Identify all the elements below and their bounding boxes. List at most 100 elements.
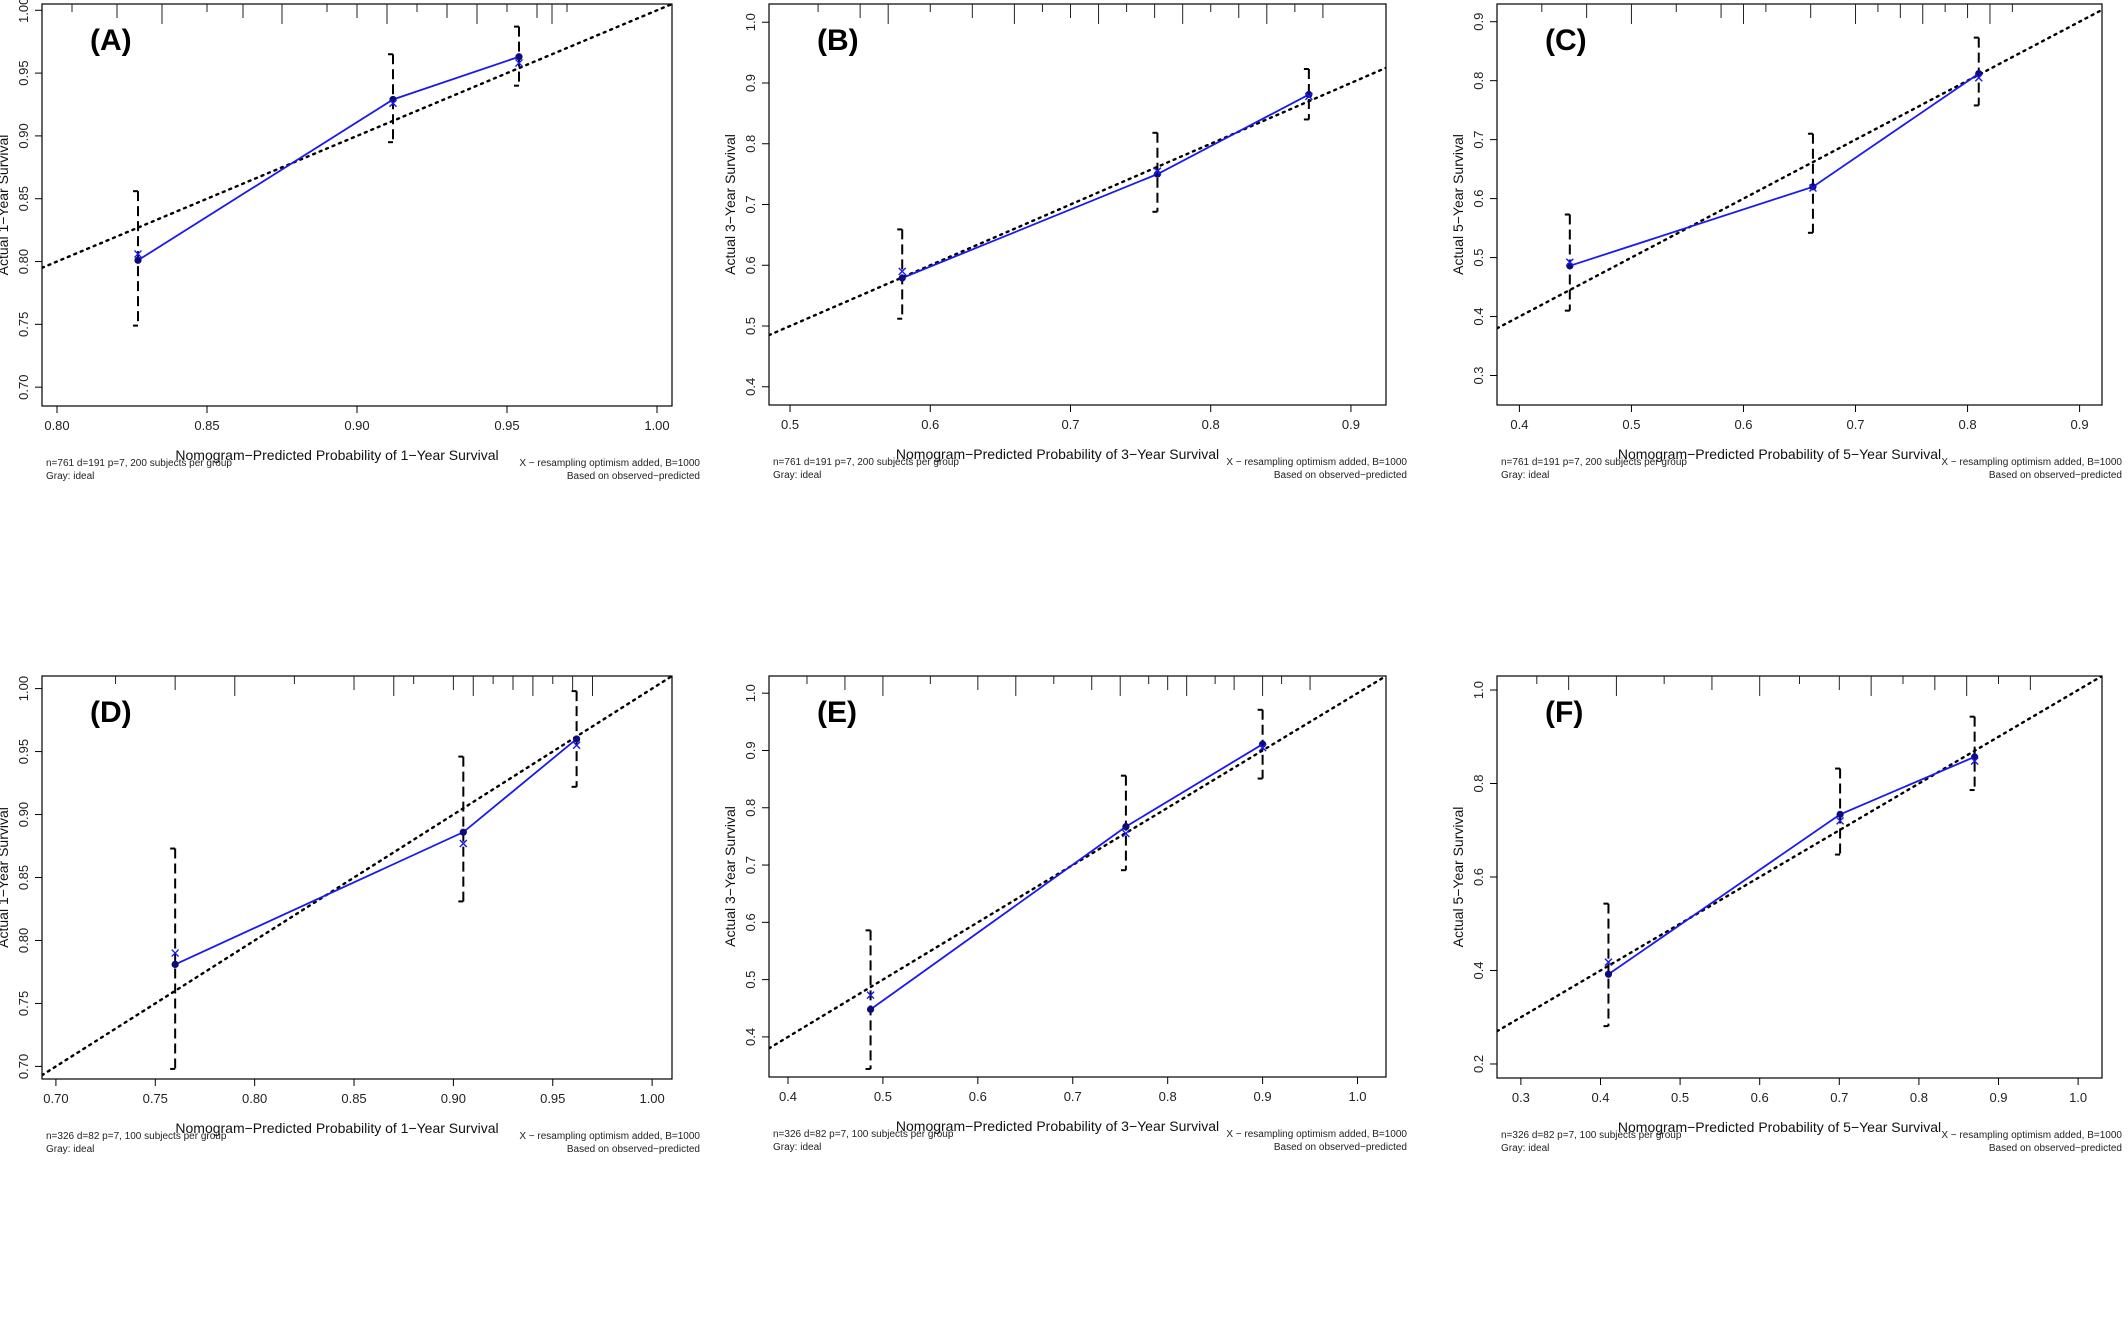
- y-tick-label: 0.70: [16, 1054, 31, 1079]
- y-tick-label: 0.3: [1471, 366, 1486, 384]
- footnote-left: Gray: ideal: [1501, 470, 1549, 481]
- bias-corrected-marker: [1836, 816, 1845, 825]
- panel-label: (C): [1545, 24, 1587, 57]
- bias-corrected-marker: [1808, 183, 1817, 192]
- x-tick-label: 0.5: [1622, 417, 1640, 432]
- x-tick-label: 0.9: [2071, 417, 2089, 432]
- y-tick-label: 0.6: [1471, 190, 1486, 208]
- y-axis-title: Actual 3−Year Survival: [722, 134, 738, 275]
- x-tick-label: 0.8: [1910, 1090, 1928, 1105]
- x-axis-title: Nomogram−Predicted Probability of 5−Year…: [1618, 446, 1941, 462]
- x-tick-label: 0.7: [1064, 1089, 1082, 1104]
- ideal-line: [1497, 8, 2102, 330]
- y-tick-label: 0.75: [16, 991, 31, 1016]
- ideal-line: [769, 676, 1386, 1050]
- y-tick-label: 0.90: [16, 802, 31, 827]
- bias-corrected-marker: [572, 741, 581, 750]
- x-tick-label: 0.4: [1591, 1090, 1609, 1105]
- calibration-panel-a: 0.80 0.85 0.90 0.95 1.00 0.70 0.75 0.80 0.85 0.90…: [0, 0, 706, 670]
- bias-corrected-marker: [171, 949, 180, 958]
- panel-label: (A): [90, 24, 132, 57]
- plot-frame: [768, 675, 1387, 1078]
- observed-point: [898, 274, 906, 282]
- y-tick-label: 0.5: [743, 971, 758, 989]
- bias-corrected-marker: [1258, 743, 1267, 752]
- y-tick-label: 0.8: [1471, 774, 1486, 792]
- x-tick-label: 0.5: [781, 417, 799, 432]
- footnote-right: X − resampling optimism added, B=1000: [1226, 1129, 1407, 1140]
- footnote-left: n=761 d=191 p=7, 200 subjects per group: [46, 458, 232, 469]
- y-tick-label: 0.4: [1471, 961, 1486, 979]
- x-tick-label: 0.6: [1751, 1090, 1769, 1105]
- y-tick-label: 0.8: [743, 799, 758, 817]
- bias-corrected-marker: [1121, 829, 1130, 838]
- ideal-line: [42, 676, 672, 1077]
- plot-frame: [768, 3, 1387, 406]
- observed-point: [171, 960, 179, 968]
- x-tick-label: 0.4: [779, 1089, 797, 1104]
- observed-line: [870, 743, 1264, 1011]
- plot-frame: [1496, 675, 2103, 1079]
- footnote-left: Gray: ideal: [773, 1142, 821, 1153]
- bias-corrected-marker: [1565, 258, 1574, 267]
- bias-corrected-marker: [866, 991, 875, 1000]
- x-tick-label: 0.90: [441, 1091, 466, 1106]
- y-tick-label: 0.7: [743, 195, 758, 213]
- x-tick-label: 0.75: [143, 1091, 168, 1106]
- panel-label: (E): [817, 696, 857, 729]
- footnote-right: Based on observed−predicted: [1274, 470, 1407, 481]
- observed-point: [573, 735, 581, 743]
- x-tick-label: 0.70: [43, 1091, 68, 1106]
- observed-point: [459, 828, 467, 836]
- observed-point: [1305, 90, 1313, 99]
- y-tick-label: 0.4: [1471, 308, 1486, 326]
- y-tick-label: 0.80: [16, 928, 31, 953]
- bias-corrected-marker: [515, 59, 523, 68]
- footnote-right: Based on observed−predicted: [1274, 1142, 1407, 1153]
- panel-label: (F): [1545, 696, 1583, 729]
- x-tick-label: 1.0: [1348, 1089, 1366, 1104]
- observed-point: [1809, 183, 1817, 191]
- x-tick-label: 0.80: [242, 1091, 267, 1106]
- observed-point: [1604, 970, 1613, 978]
- observed-point: [134, 256, 142, 264]
- x-tick-label: 0.8: [1159, 1089, 1177, 1104]
- y-tick-label: 0.5: [743, 317, 758, 335]
- y-tick-label: 0.4: [743, 378, 758, 396]
- bias-corrected-marker: [1153, 167, 1162, 176]
- footnote-right: X − resampling optimism added, B=1000: [1941, 1130, 2122, 1141]
- observed-point: [1122, 823, 1130, 831]
- x-tick-label: 0.4: [1510, 417, 1528, 432]
- calibration-panel-d: 0.70 0.75 0.80 0.85 0.90 0.95 1.00 0.70 0.75 0.80…: [0, 672, 706, 1342]
- x-tick-label: 0.8: [1959, 417, 1977, 432]
- y-tick-label: 0.8: [743, 135, 758, 153]
- y-tick-label: 0.8: [1471, 72, 1486, 90]
- x-tick-label: 0.95: [494, 418, 519, 433]
- calibration-panel-c: 0.4 0.5 0.6 0.7 0.8 0.9 0.3 0.4 0.5 0.6 0.7 0.8 0.9 (…: [1413, 0, 2128, 670]
- footnote-right: Based on observed−predicted: [567, 1144, 700, 1155]
- footnote-left: n=761 d=191 p=7, 200 subjects per group: [1501, 457, 1687, 468]
- y-tick-label: 0.4: [743, 1028, 758, 1046]
- y-axis-title: Actual 5−Year Survival: [1450, 134, 1466, 275]
- footnote-right: X − resampling optimism added, B=1000: [1941, 457, 2122, 468]
- y-tick-label: 0.95: [16, 739, 31, 764]
- bias-corrected-marker: [1304, 92, 1313, 101]
- observed-point: [515, 53, 523, 61]
- x-tick-label: 0.9: [1989, 1090, 2007, 1105]
- x-tick-label: 0.8: [1202, 417, 1220, 432]
- footnote-right: X − resampling optimism added, B=1000: [519, 458, 700, 469]
- y-axis-title: Actual 1−Year Survival: [0, 807, 11, 948]
- observed-point: [1836, 810, 1844, 818]
- bias-corrected-marker: [898, 267, 907, 276]
- panel-label: (B): [817, 24, 859, 57]
- ideal-line: [769, 66, 1386, 337]
- x-tick-label: 0.6: [969, 1089, 987, 1104]
- bias-corrected-marker: [459, 839, 468, 848]
- x-tick-label: 0.90: [344, 418, 369, 433]
- plot-area: [769, 676, 1386, 1070]
- panel-label: (D): [90, 696, 132, 729]
- y-tick-label: 1.0: [1471, 681, 1486, 699]
- y-tick-label: 1.00: [16, 0, 31, 23]
- x-tick-label: 0.7: [1061, 417, 1079, 432]
- y-tick-label: 0.2: [1471, 1055, 1486, 1073]
